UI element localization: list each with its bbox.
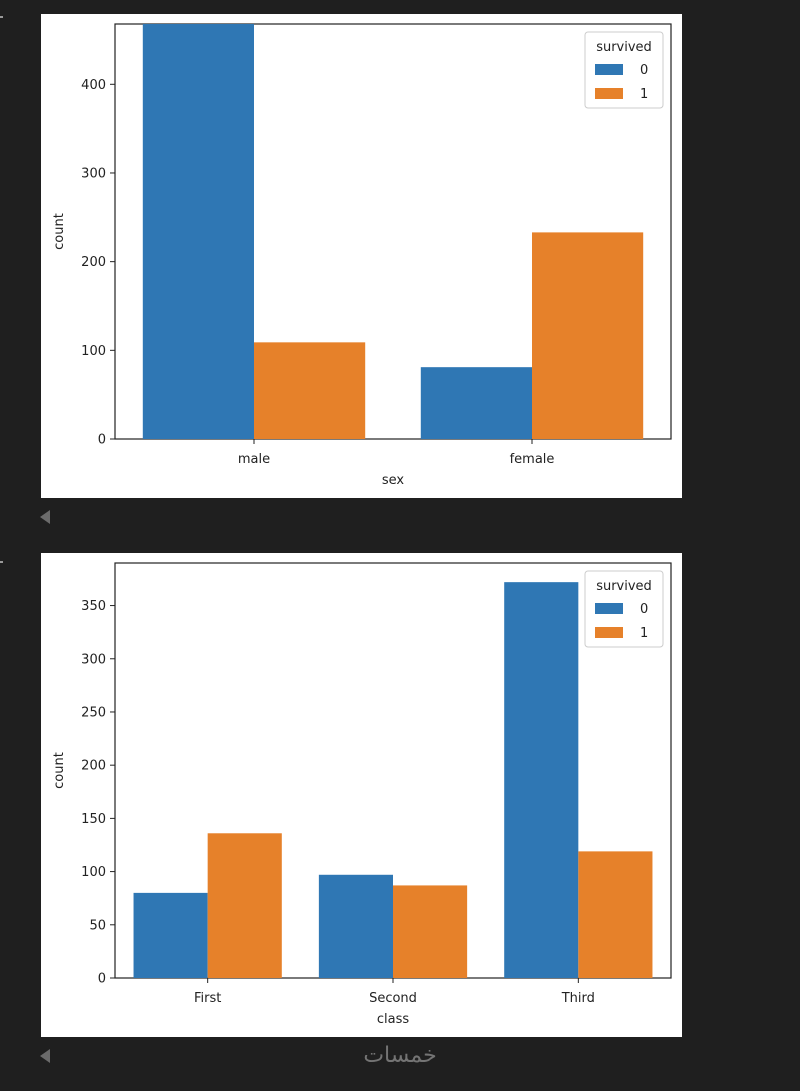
legend-swatch-1: [595, 88, 623, 99]
bar-male-survived-1: [254, 342, 366, 439]
legend-label-0: 0: [640, 602, 648, 617]
x-tick-label: male: [238, 452, 270, 467]
cell-marker: [0, 16, 3, 18]
collapse-output-icon[interactable]: [40, 1049, 50, 1063]
x-axis-label: sex: [382, 473, 405, 488]
bar-second-survived-1: [393, 885, 468, 978]
legend-title: survived: [596, 40, 652, 55]
y-tick-label: 400: [81, 78, 106, 93]
y-tick-label: 200: [81, 255, 106, 270]
legend-swatch-1: [595, 627, 623, 638]
y-axis-label: count: [52, 752, 67, 789]
plot-frame: [114, 23, 672, 440]
y-tick-label: 0: [98, 433, 106, 448]
chart-survived-by-class: 0 50 100 150 200 250 300 350 First Second Third cla…: [52, 562, 672, 1027]
y-axis-label: count: [52, 213, 67, 250]
bar-female-survived-1: [532, 232, 644, 439]
y-tick-label: 300: [81, 166, 106, 181]
legend-label-1: 1: [640, 626, 648, 641]
chart-survived-by-sex: 0 100 200 300 400 male female sex count survived 0…: [52, 23, 672, 488]
y-tick-label: 100: [81, 865, 106, 880]
legend-title: survived: [596, 579, 652, 594]
legend-label-1: 1: [640, 87, 648, 102]
bar-female-survived-0: [420, 367, 532, 439]
bar-male-survived-0: [142, 24, 254, 439]
x-tick-label: Second: [369, 991, 417, 1006]
bar-third-survived-0: [504, 582, 579, 978]
legend-swatch-0: [595, 64, 623, 75]
y-tick-label: 300: [81, 652, 106, 667]
bar-first-survived-1: [207, 833, 282, 978]
bar-first-survived-0: [133, 892, 208, 978]
y-tick-label: 250: [81, 705, 106, 720]
x-tick-label: First: [194, 991, 221, 1006]
y-tick-label: 0: [98, 972, 106, 987]
legend-swatch-0: [595, 603, 623, 614]
watermark-logo: خمسات: [363, 1043, 437, 1068]
y-tick-label: 350: [81, 599, 106, 614]
x-axis-label: class: [377, 1012, 409, 1027]
cell-marker: [0, 561, 3, 563]
chart-card-sex: 0 100 200 300 400 male female sex count survived 0…: [41, 14, 682, 498]
y-tick-label: 100: [81, 344, 106, 359]
bar-third-survived-1: [578, 851, 653, 978]
x-tick-label: Third: [561, 991, 595, 1006]
chart-card-class: 0 50 100 150 200 250 300 350 First Second Third cla…: [41, 553, 682, 1037]
y-tick-label: 200: [81, 759, 106, 774]
y-tick-label: 150: [81, 812, 106, 827]
y-tick-label: 50: [89, 918, 106, 933]
legend-label-0: 0: [640, 63, 648, 78]
bar-second-survived-0: [318, 874, 393, 978]
x-tick-label: female: [510, 452, 555, 467]
collapse-output-icon[interactable]: [40, 510, 50, 524]
